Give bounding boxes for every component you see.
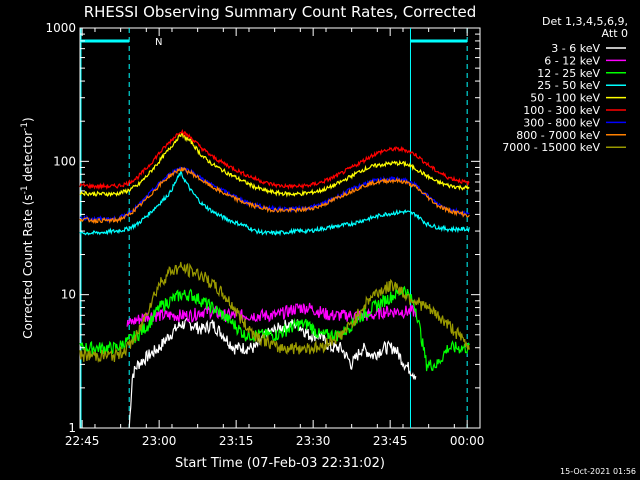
legend-label-8: 7000 - 15000 keV (502, 141, 600, 154)
legend-label-4: 50 - 100 keV (530, 92, 600, 105)
series-line-5 (79, 128, 470, 191)
y-tick-label-1: 10 (61, 288, 76, 302)
legend-label-2: 12 - 25 keV (537, 67, 600, 80)
legend-label-5: 100 - 300 keV (523, 104, 600, 117)
chart-title: RHESSI Observing Summary Count Rates, Co… (84, 3, 477, 21)
annotation-marker: N (155, 37, 162, 48)
x-tick-label-4: 23:45 (373, 434, 408, 448)
x-tick-label-0: 22:45 (65, 434, 100, 448)
series-line-8 (79, 261, 470, 364)
x-tick-label-3: 23:30 (296, 434, 331, 448)
legend-label-7: 800 - 7000 keV (516, 129, 600, 142)
y-axis-label-main: Corrected Count Rate (s (21, 194, 35, 338)
series-line-4 (79, 132, 470, 198)
plot-frame (79, 27, 481, 429)
y-axis-label-sup1: -1 (20, 185, 30, 194)
x-tick-label-1: 23:00 (142, 434, 177, 448)
x-axis-label: Start Time (07-Feb-03 22:31:02) (175, 456, 385, 471)
y-axis-label-sup2: -1 (20, 122, 30, 131)
legend-header-line1: Det 1,3,4,5,6,9, (542, 15, 628, 28)
y-tick-label-0: 1 (68, 421, 76, 435)
series-line-7 (79, 166, 470, 225)
x-tick-label-5: 00:00 (450, 434, 485, 448)
series-line-2 (79, 285, 470, 372)
y-tick-label-2: 100 (53, 154, 76, 168)
axis-ticks: 22:45 23:00 23:15 23:30 23:45 00:00 1 10 100 1000 (45, 21, 484, 448)
x-tick-label-2: 23:15 (219, 434, 254, 448)
y-tick-label-3: 1000 (45, 21, 76, 35)
legend-header-line2: Att 0 (602, 27, 628, 40)
timestamp: 15-Oct-2021 01:56 (560, 467, 636, 476)
series-line-0 (128, 317, 417, 429)
y-axis-label: Corrected Count Rate (s-1 detector-1) (20, 117, 35, 338)
legend-label-3: 25 - 50 keV (537, 79, 600, 92)
legend-label-0: 3 - 6 keV (551, 42, 600, 55)
series-layer (79, 128, 470, 429)
legend-label-1: 6 - 12 keV (544, 54, 600, 67)
series-line-3 (79, 169, 470, 237)
legend-label-6: 300 - 800 keV (523, 116, 600, 129)
series-line-1 (126, 302, 417, 327)
y-axis-label-mid: detector (21, 131, 35, 186)
y-axis-label-end: ) (21, 117, 35, 122)
